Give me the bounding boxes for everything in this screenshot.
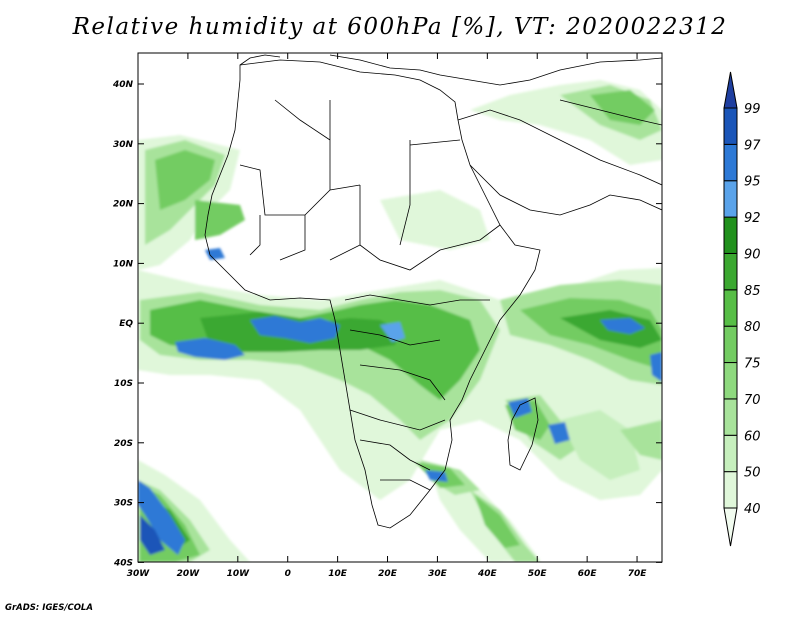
lat-tick-label: 30N	[113, 140, 134, 150]
lon-tick-label: 30W	[127, 569, 151, 579]
colorbar-label: 99	[744, 102, 761, 117]
map-title: Relative humidity at 600hPa [%], VT: 202…	[72, 14, 728, 40]
lon-tick-label: 0	[285, 569, 291, 579]
lat-tick-label: 20S	[114, 439, 133, 449]
colorbar-label: 40	[744, 502, 761, 517]
colorbar-segment	[723, 289, 738, 327]
colorbar: 40 50 60 70 75 80 85 90 92 95 97 99	[723, 71, 761, 547]
colorbar-label: 80	[744, 320, 761, 335]
colorbar-label: 75	[744, 357, 761, 372]
colorbar-label: 85	[744, 284, 761, 299]
colorbar-segment	[723, 216, 738, 254]
lat-tick-label: 10S	[114, 379, 133, 389]
grads-credit: GrADS: IGES/COLA	[5, 603, 93, 613]
humidity-field	[138, 80, 662, 562]
colorbar-label: 97	[744, 138, 761, 153]
colorbar-segment	[723, 107, 738, 145]
colorbar-label: 50	[744, 466, 761, 481]
lon-tick-label: 70E	[628, 569, 648, 579]
lon-tick-label: 10W	[227, 569, 251, 579]
colorbar-label: 60	[744, 429, 761, 444]
lon-tick-label: 10E	[328, 569, 348, 579]
colorbar-segment	[723, 362, 738, 400]
lon-tick-label: 60E	[578, 569, 598, 579]
lon-tick-label: 20W	[177, 569, 201, 579]
colorbar-label: 92	[744, 211, 761, 226]
lon-tick-label: 50E	[528, 569, 548, 579]
colorbar-segment	[723, 143, 738, 182]
lat-tick-label: EQ	[119, 319, 133, 329]
country-borders	[204, 54, 662, 529]
colorbar-upper-triangle	[723, 71, 738, 109]
lon-tick-label: 30E	[428, 569, 448, 579]
lat-tick-label: 40N	[112, 80, 134, 90]
lat-tick-label: 30S	[114, 499, 133, 509]
colorbar-segment	[723, 434, 738, 473]
lon-tick-label: 40E	[477, 569, 498, 579]
colorbar-label: 90	[744, 247, 761, 262]
colorbar-segment	[723, 252, 738, 291]
colorbar-label: 95	[744, 175, 761, 190]
colorbar-lower-triangle	[723, 507, 738, 547]
colorbar-segment	[723, 471, 738, 509]
longitude-axis: 30W 20W 10W 0 10E 20E 30E 40E 50E 60E 70E	[127, 53, 647, 579]
lat-tick-label: 10N	[113, 259, 134, 269]
map-frame	[137, 52, 663, 563]
colorbar-segment	[723, 325, 738, 364]
lat-tick-label: 20N	[113, 200, 134, 210]
colorbar-segment	[723, 398, 738, 436]
colorbar-segment	[723, 180, 738, 218]
colorbar-label: 70	[744, 393, 761, 408]
latitude-axis: 40N 30N 20N 10N EQ 10S 20S 30S 40S	[112, 80, 662, 568]
lon-tick-label: 20E	[378, 569, 398, 579]
map-panel: 30W 20W 10W 0 10E 20E 30E 40E 50E 60E 70E 40N 30N 20…	[112, 52, 663, 579]
lat-tick-label: 40S	[113, 558, 133, 568]
